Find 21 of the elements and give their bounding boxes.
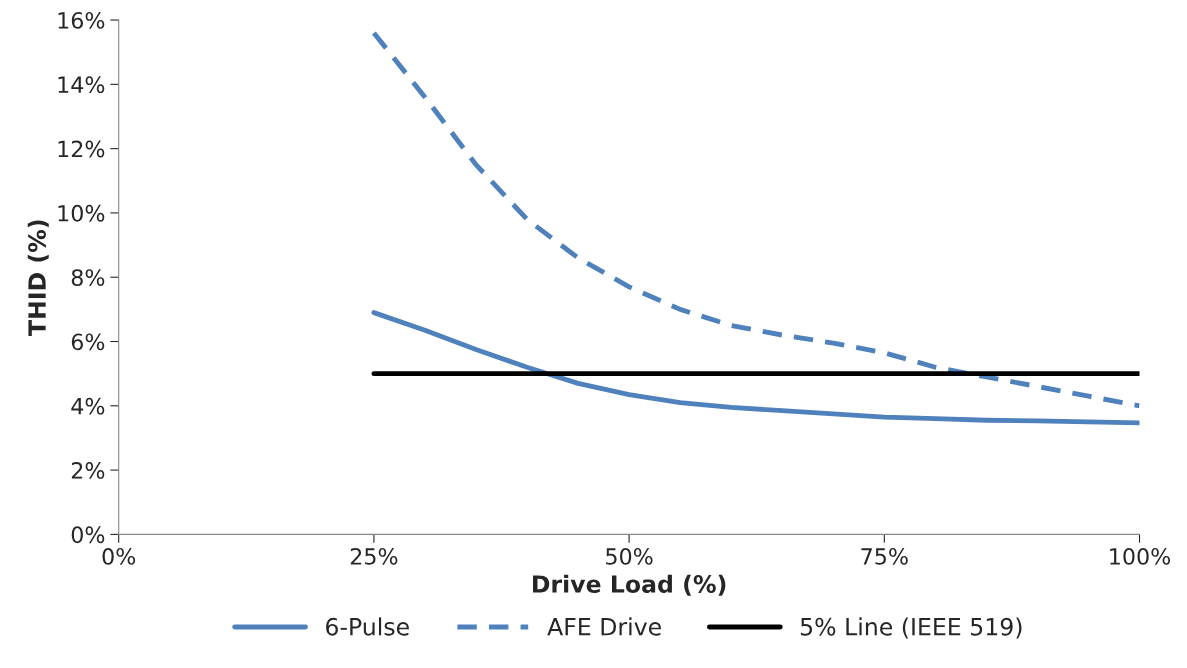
y-axis-title: THID (%) (27, 220, 49, 336)
y-tick-label: 16% (58, 11, 105, 29)
legend-label: AFE Drive (547, 617, 661, 636)
x-tick-label: 25% (350, 547, 398, 565)
y-tick-label: 6% (71, 333, 105, 351)
y-tick-label: 4% (71, 397, 105, 415)
x-tick-label: 0% (102, 547, 136, 565)
line-series (371, 30, 1140, 409)
x-axis-title: Drive Load (%) (533, 574, 726, 596)
legend-label: 5% Line (IEEE 519) (800, 617, 1022, 639)
x-tick-label: 75% (861, 547, 908, 565)
x-tick-label: 50% (606, 547, 653, 565)
y-tick-label: 8% (71, 269, 105, 286)
y-tick-label: 0% (71, 526, 105, 544)
x-tick-label: 100% (1110, 547, 1171, 565)
line-series (371, 310, 1140, 426)
y-tick-label: 10% (58, 204, 105, 222)
y-tick-label: 2% (71, 462, 105, 479)
legend-label: 6-Pulse (326, 617, 409, 636)
y-tick-label: 14% (58, 76, 105, 94)
y-tick-label: 12% (58, 140, 105, 158)
